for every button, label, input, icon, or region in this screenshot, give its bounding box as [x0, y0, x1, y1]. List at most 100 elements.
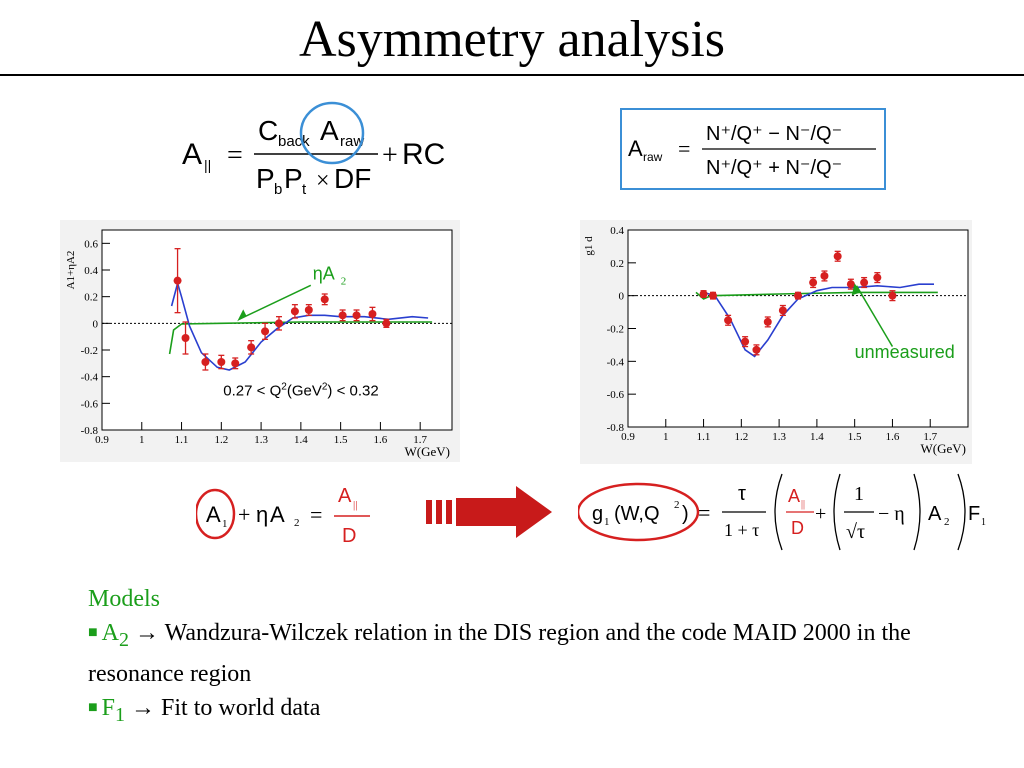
- data-point: [846, 280, 855, 289]
- y-tick-label: -0.2: [81, 345, 98, 357]
- formula-a-raw-box: A raw = N⁺/Q⁺ − N⁻/Q⁻ N⁺/Q⁺ + N⁻/Q⁻: [620, 108, 886, 190]
- one-plus-tau: 1 + τ: [724, 520, 759, 540]
- x-tick-label: 1.2: [214, 434, 228, 446]
- a-raw-lhs: A: [628, 136, 643, 161]
- tau-numerator: τ: [738, 483, 746, 505]
- d-denominator: D: [342, 525, 356, 547]
- x-tick-label: 1.3: [254, 434, 268, 446]
- pb-subscript: b: [274, 181, 282, 198]
- a-raw-subscript: raw: [340, 133, 364, 150]
- a2-subscript: 2: [294, 517, 300, 529]
- f1-description: Fit to world data: [155, 694, 321, 721]
- g-subscript: 1: [604, 516, 610, 528]
- sqrt-tau: √τ: [846, 521, 865, 543]
- data-point: [873, 273, 882, 282]
- a-raw-symbol: A: [320, 115, 339, 146]
- x-tick-label: 1.6: [374, 434, 388, 446]
- models-item-a2: ■ A2 → Wandzura-Wilczek relation in the D…: [88, 616, 968, 691]
- x-tick-label: 1.7: [923, 431, 937, 443]
- data-point: [860, 278, 869, 287]
- g-args: (W,Q: [614, 503, 660, 525]
- page-title: Asymmetry analysis: [298, 11, 726, 68]
- a2-symbol: A: [270, 502, 285, 527]
- a2-label: A2: [102, 620, 129, 651]
- x-tick-label: 1.1: [175, 434, 189, 446]
- kinematic-range-part: 0.27 < Q: [223, 382, 281, 399]
- kinematic-range-part: 2: [322, 381, 328, 392]
- formula-a-parallel-svg: A || = C back A raw P b P t × DF + RC: [182, 101, 445, 198]
- formula-g1-svg: g 1 (W,Q 2 ) = τ 1 + τ A || D + 1 √τ − η…: [576, 473, 986, 551]
- x-axis-label: W(GeV): [921, 441, 966, 456]
- y-axis-label: g1 d: [583, 236, 595, 256]
- data-point: [338, 311, 347, 320]
- y-axis-label: A1+ηA2: [65, 251, 77, 290]
- plus-sign-a1: +: [238, 502, 250, 527]
- data-point: [274, 319, 283, 328]
- y-tick-label: -0.8: [607, 422, 625, 434]
- a2-subscript-right: 2: [944, 516, 950, 528]
- kinematic-range-part: (GeV: [287, 382, 322, 399]
- annotation-arrow-head: [237, 309, 247, 322]
- data-point: [778, 306, 787, 315]
- models-item-f1: ■ F1 → Fit to world data: [88, 691, 968, 732]
- x-tick-label: 0.9: [95, 434, 109, 446]
- eta-symbol: η: [256, 502, 268, 527]
- x-tick-label: 1: [663, 431, 669, 443]
- minus-eta: − η: [878, 503, 905, 525]
- y-tick-label: 0.6: [84, 238, 98, 250]
- data-point: [709, 291, 717, 300]
- y-tick-label: 0: [93, 318, 99, 330]
- data-point: [752, 345, 761, 354]
- kinematic-range-part: ) < 0.32: [327, 382, 378, 399]
- x-tick-label: 0.9: [621, 431, 635, 443]
- model-curve: [170, 280, 429, 371]
- y-tick-label: -0.6: [607, 389, 625, 401]
- y-tick-label: -0.6: [81, 398, 99, 410]
- y-tick-label: 0: [619, 291, 625, 303]
- data-point: [763, 317, 772, 326]
- title-divider: [0, 74, 1024, 76]
- right-paren-large: [957, 473, 966, 551]
- y-tick-label: -0.4: [607, 356, 625, 368]
- left-paren-large: [774, 473, 783, 551]
- data-point: [181, 334, 190, 342]
- data-point: [173, 276, 182, 285]
- annotation-arrow-head: [851, 283, 861, 296]
- formula-a-parallel: A || = C back A raw P b P t × DF + RC: [182, 100, 462, 200]
- bullet-icon: ■: [88, 698, 98, 716]
- formula-a1-eta-a2: A 1 + η A 2 = A || D: [194, 478, 386, 550]
- a2-label-subscript: 2: [119, 628, 130, 651]
- a2-model-curve: [168, 321, 433, 355]
- data-point: [368, 310, 377, 318]
- pb-symbol: P: [256, 163, 275, 194]
- annotation-arrow-line: [238, 284, 312, 321]
- data-point: [888, 291, 897, 300]
- data-point: [261, 327, 270, 336]
- data-point: [724, 316, 733, 325]
- formula-a1-svg: A 1 + η A 2 = A || D: [194, 485, 370, 547]
- a2-description: Wandzura-Wilczek relation in the DIS reg…: [88, 620, 911, 687]
- data-point: [217, 358, 226, 366]
- annotation-arrow-line: [855, 285, 894, 347]
- equals-sign: =: [227, 140, 243, 171]
- x-tick-label: 1.1: [697, 431, 711, 443]
- x-tick-label: 1.4: [810, 431, 824, 443]
- data-point: [304, 306, 313, 314]
- f-subscript: 1: [981, 517, 986, 528]
- c-symbol: C: [258, 115, 278, 146]
- times-sign: ×: [316, 168, 330, 194]
- data-point: [382, 319, 391, 328]
- data-point: [833, 252, 842, 261]
- y-tick-label: -0.8: [81, 425, 99, 437]
- eta-a2-annotation: ηA: [313, 263, 335, 283]
- models-heading: Models: [88, 586, 160, 612]
- y-tick-label: -0.2: [607, 324, 624, 336]
- a-par-numerator: A: [338, 485, 352, 507]
- kinematic-range-label: 0.27 < Q2(GeV2) < 0.32: [223, 381, 378, 399]
- kinematic-range-part: 2: [281, 381, 287, 392]
- plus-sign-g1: +: [815, 503, 826, 525]
- data-point: [352, 311, 361, 320]
- y-tick-label: 0.4: [84, 265, 98, 277]
- data-point: [231, 359, 240, 368]
- g-symbol: g: [592, 503, 603, 525]
